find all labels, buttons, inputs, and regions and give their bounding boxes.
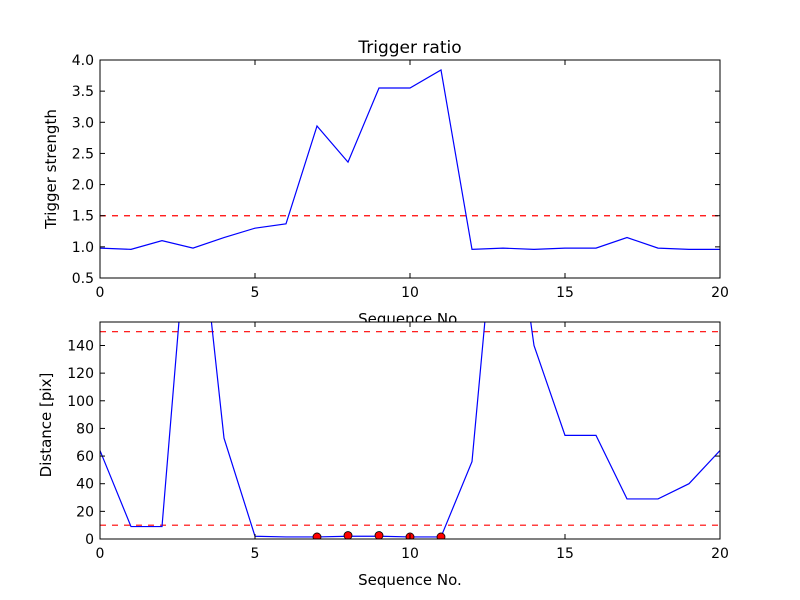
y-tick-label: 140	[67, 338, 94, 354]
y-tick-label: 20	[76, 504, 94, 520]
y-axis-label: Distance [pix]	[37, 373, 55, 478]
x-axis-label: Sequence No.	[358, 571, 462, 589]
y-tick-label: 2.0	[72, 178, 94, 194]
y-tick-label: 3.0	[72, 115, 94, 131]
y-tick-label: 0.5	[72, 271, 94, 287]
data-point-marker	[374, 531, 384, 539]
y-axis-label: Trigger strength	[42, 109, 60, 230]
y-tick-label: 3.5	[72, 84, 94, 100]
data-point-marker	[436, 532, 446, 539]
y-tick-label: 100	[67, 394, 94, 410]
x-tick-label: 20	[711, 285, 729, 301]
y-tick-label: 2.5	[72, 146, 94, 162]
y-tick-label: 0	[85, 532, 94, 548]
x-tick-label: 15	[556, 285, 574, 301]
x-tick-label: 0	[96, 546, 105, 562]
plot-area	[100, 60, 720, 278]
series-line	[100, 69, 720, 250]
y-tick-label: 1.5	[72, 209, 94, 225]
distance-plot: 0 5 10 15 20 0 20 40 60 80 100 120 140 Sequence No.…	[37, 321, 729, 589]
chart-title: Trigger ratio	[357, 38, 461, 58]
data-point-marker	[343, 531, 353, 539]
y-tick-label: 40	[76, 477, 94, 493]
x-tick-label: 5	[251, 285, 260, 301]
y-tick-label: 120	[67, 366, 94, 382]
y-tick-label: 1.0	[72, 240, 94, 256]
y-tick-label: 80	[76, 421, 94, 437]
data-point-marker	[312, 532, 322, 539]
x-tick-label: 5	[251, 546, 260, 562]
x-tick-label: 10	[401, 546, 419, 562]
trigger-ratio-plot: 0 5 10 15 20 0.5 1.0 1.5 2.0 2.5 3.0 3.5 4.0 Trigge…	[42, 38, 729, 328]
plot-area	[100, 322, 720, 539]
y-tick-label: 4.0	[72, 53, 94, 69]
y-tick-label: 60	[76, 449, 94, 465]
x-tick-label: 15	[556, 546, 574, 562]
x-tick-label: 0	[96, 285, 105, 301]
x-tick-label: 20	[711, 546, 729, 562]
x-tick-label: 10	[401, 285, 419, 301]
